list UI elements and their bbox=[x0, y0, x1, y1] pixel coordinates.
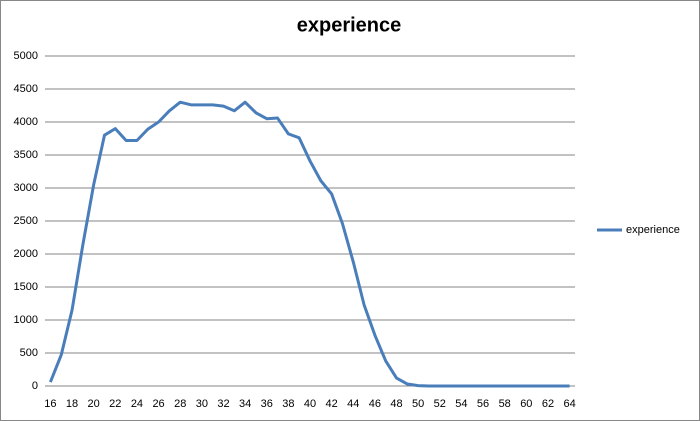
x-tick-label: 36 bbox=[261, 398, 273, 410]
x-tick-label: 48 bbox=[390, 398, 402, 410]
x-tick-label: 26 bbox=[152, 398, 164, 410]
y-tick-label: 500 bbox=[20, 347, 38, 359]
y-tick-label: 0 bbox=[32, 380, 38, 392]
x-tick-label: 30 bbox=[196, 398, 208, 410]
chart-title: experience bbox=[297, 14, 402, 36]
x-tick-label: 38 bbox=[282, 398, 294, 410]
x-tick-label: 16 bbox=[44, 398, 56, 410]
x-tick-label: 20 bbox=[88, 398, 100, 410]
x-tick-label: 50 bbox=[412, 398, 424, 410]
y-tick-label: 1000 bbox=[14, 314, 38, 326]
x-tick-label: 44 bbox=[347, 398, 359, 410]
x-tick-label: 22 bbox=[109, 398, 121, 410]
x-tick-label: 56 bbox=[477, 398, 489, 410]
y-tick-label: 4000 bbox=[14, 116, 38, 128]
y-tick-label: 4500 bbox=[14, 83, 38, 95]
y-tick-label: 5000 bbox=[14, 50, 38, 62]
y-tick-label: 2500 bbox=[14, 215, 38, 227]
x-tick-label: 46 bbox=[369, 398, 381, 410]
x-tick-label: 42 bbox=[326, 398, 338, 410]
x-tick-label: 18 bbox=[66, 398, 78, 410]
y-tick-label: 2000 bbox=[14, 248, 38, 260]
x-tick-label: 62 bbox=[542, 398, 554, 410]
x-tick-label: 24 bbox=[131, 398, 143, 410]
x-tick-label: 64 bbox=[563, 398, 575, 410]
x-tick-label: 54 bbox=[455, 398, 467, 410]
legend-label: experience bbox=[626, 224, 680, 236]
y-tick-label: 3500 bbox=[14, 149, 38, 161]
x-tick-label: 58 bbox=[499, 398, 511, 410]
x-tick-label: 52 bbox=[434, 398, 446, 410]
x-tick-label: 60 bbox=[520, 398, 532, 410]
line bbox=[49, 100, 570, 388]
x-tick-label: 28 bbox=[174, 398, 186, 410]
x-tick-label: 32 bbox=[217, 398, 229, 410]
y-tick-label: 1500 bbox=[14, 281, 38, 293]
y-tick-label: 3000 bbox=[14, 182, 38, 194]
x-tick-label: 40 bbox=[304, 398, 316, 410]
x-tick-label: 34 bbox=[239, 398, 251, 410]
